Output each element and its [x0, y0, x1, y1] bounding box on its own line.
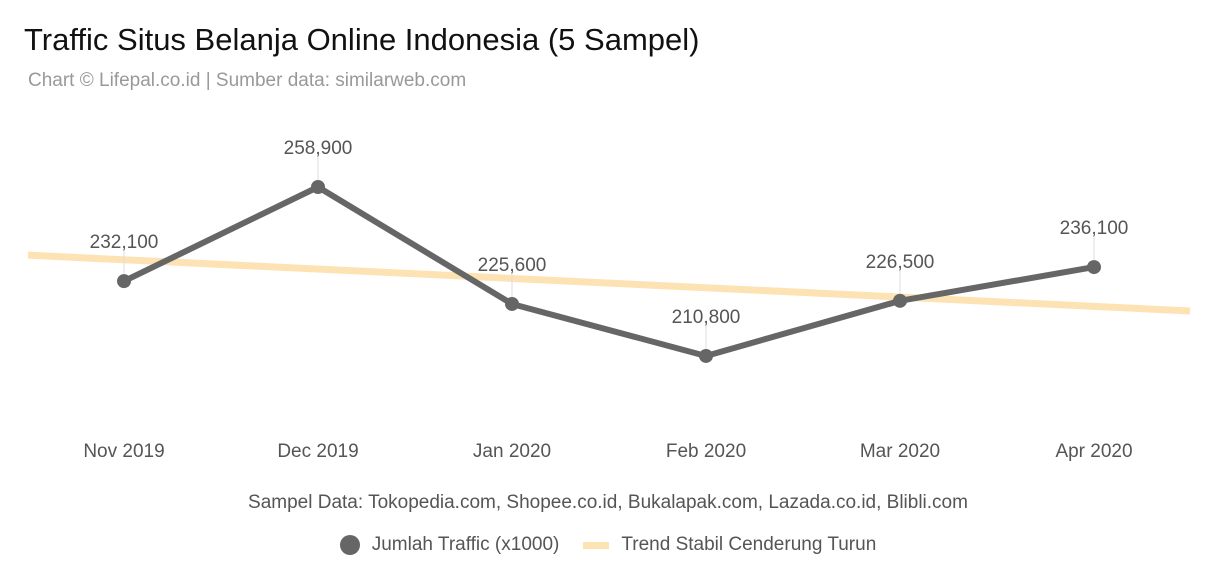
chart-title: Traffic Situs Belanja Online Indonesia (…	[24, 22, 700, 57]
data-point	[311, 180, 325, 194]
data-label: 258,900	[284, 138, 353, 159]
data-point	[699, 348, 713, 363]
data-label: 236,100	[1060, 218, 1129, 239]
x-tick-label: Apr 2020	[1055, 441, 1132, 462]
trend-line	[27, 251, 1191, 315]
traffic-line	[122, 184, 1095, 359]
x-tick-label: Feb 2020	[666, 441, 746, 462]
data-label: 226,500	[866, 252, 935, 273]
data-label: 225,600	[478, 255, 547, 276]
data-label: 232,100	[90, 232, 159, 253]
legend-label: Jumlah Traffic (x1000)	[371, 534, 560, 555]
sample-note: Sampel Data: Tokopedia.com, Shopee.co.id…	[248, 492, 968, 513]
legend-line-icon	[583, 541, 610, 549]
legend-dot-icon	[339, 535, 360, 555]
data-point	[505, 296, 519, 311]
data-point	[893, 293, 907, 308]
data-point	[1087, 260, 1101, 275]
legend-label: Trend Stabil Cenderung Turun	[621, 534, 877, 555]
x-tick-label: Jan 2020	[473, 441, 551, 462]
chart-subtitle: Chart © Lifepal.co.id | Sumber data: sim…	[28, 70, 467, 91]
legend-item-trend[interactable]: Trend Stabil Cenderung Turun	[583, 534, 876, 556]
data-point	[117, 274, 131, 289]
legend-item-traffic[interactable]: Jumlah Traffic (x1000)	[339, 534, 560, 556]
x-tick-label: Dec 2019	[277, 441, 358, 462]
legend: Jumlah Traffic (x1000) Trend Stabil Cend…	[0, 534, 1216, 556]
x-tick-label: Nov 2019	[83, 441, 164, 462]
x-tick-label: Mar 2020	[860, 441, 940, 462]
data-label: 210,800	[672, 307, 741, 328]
